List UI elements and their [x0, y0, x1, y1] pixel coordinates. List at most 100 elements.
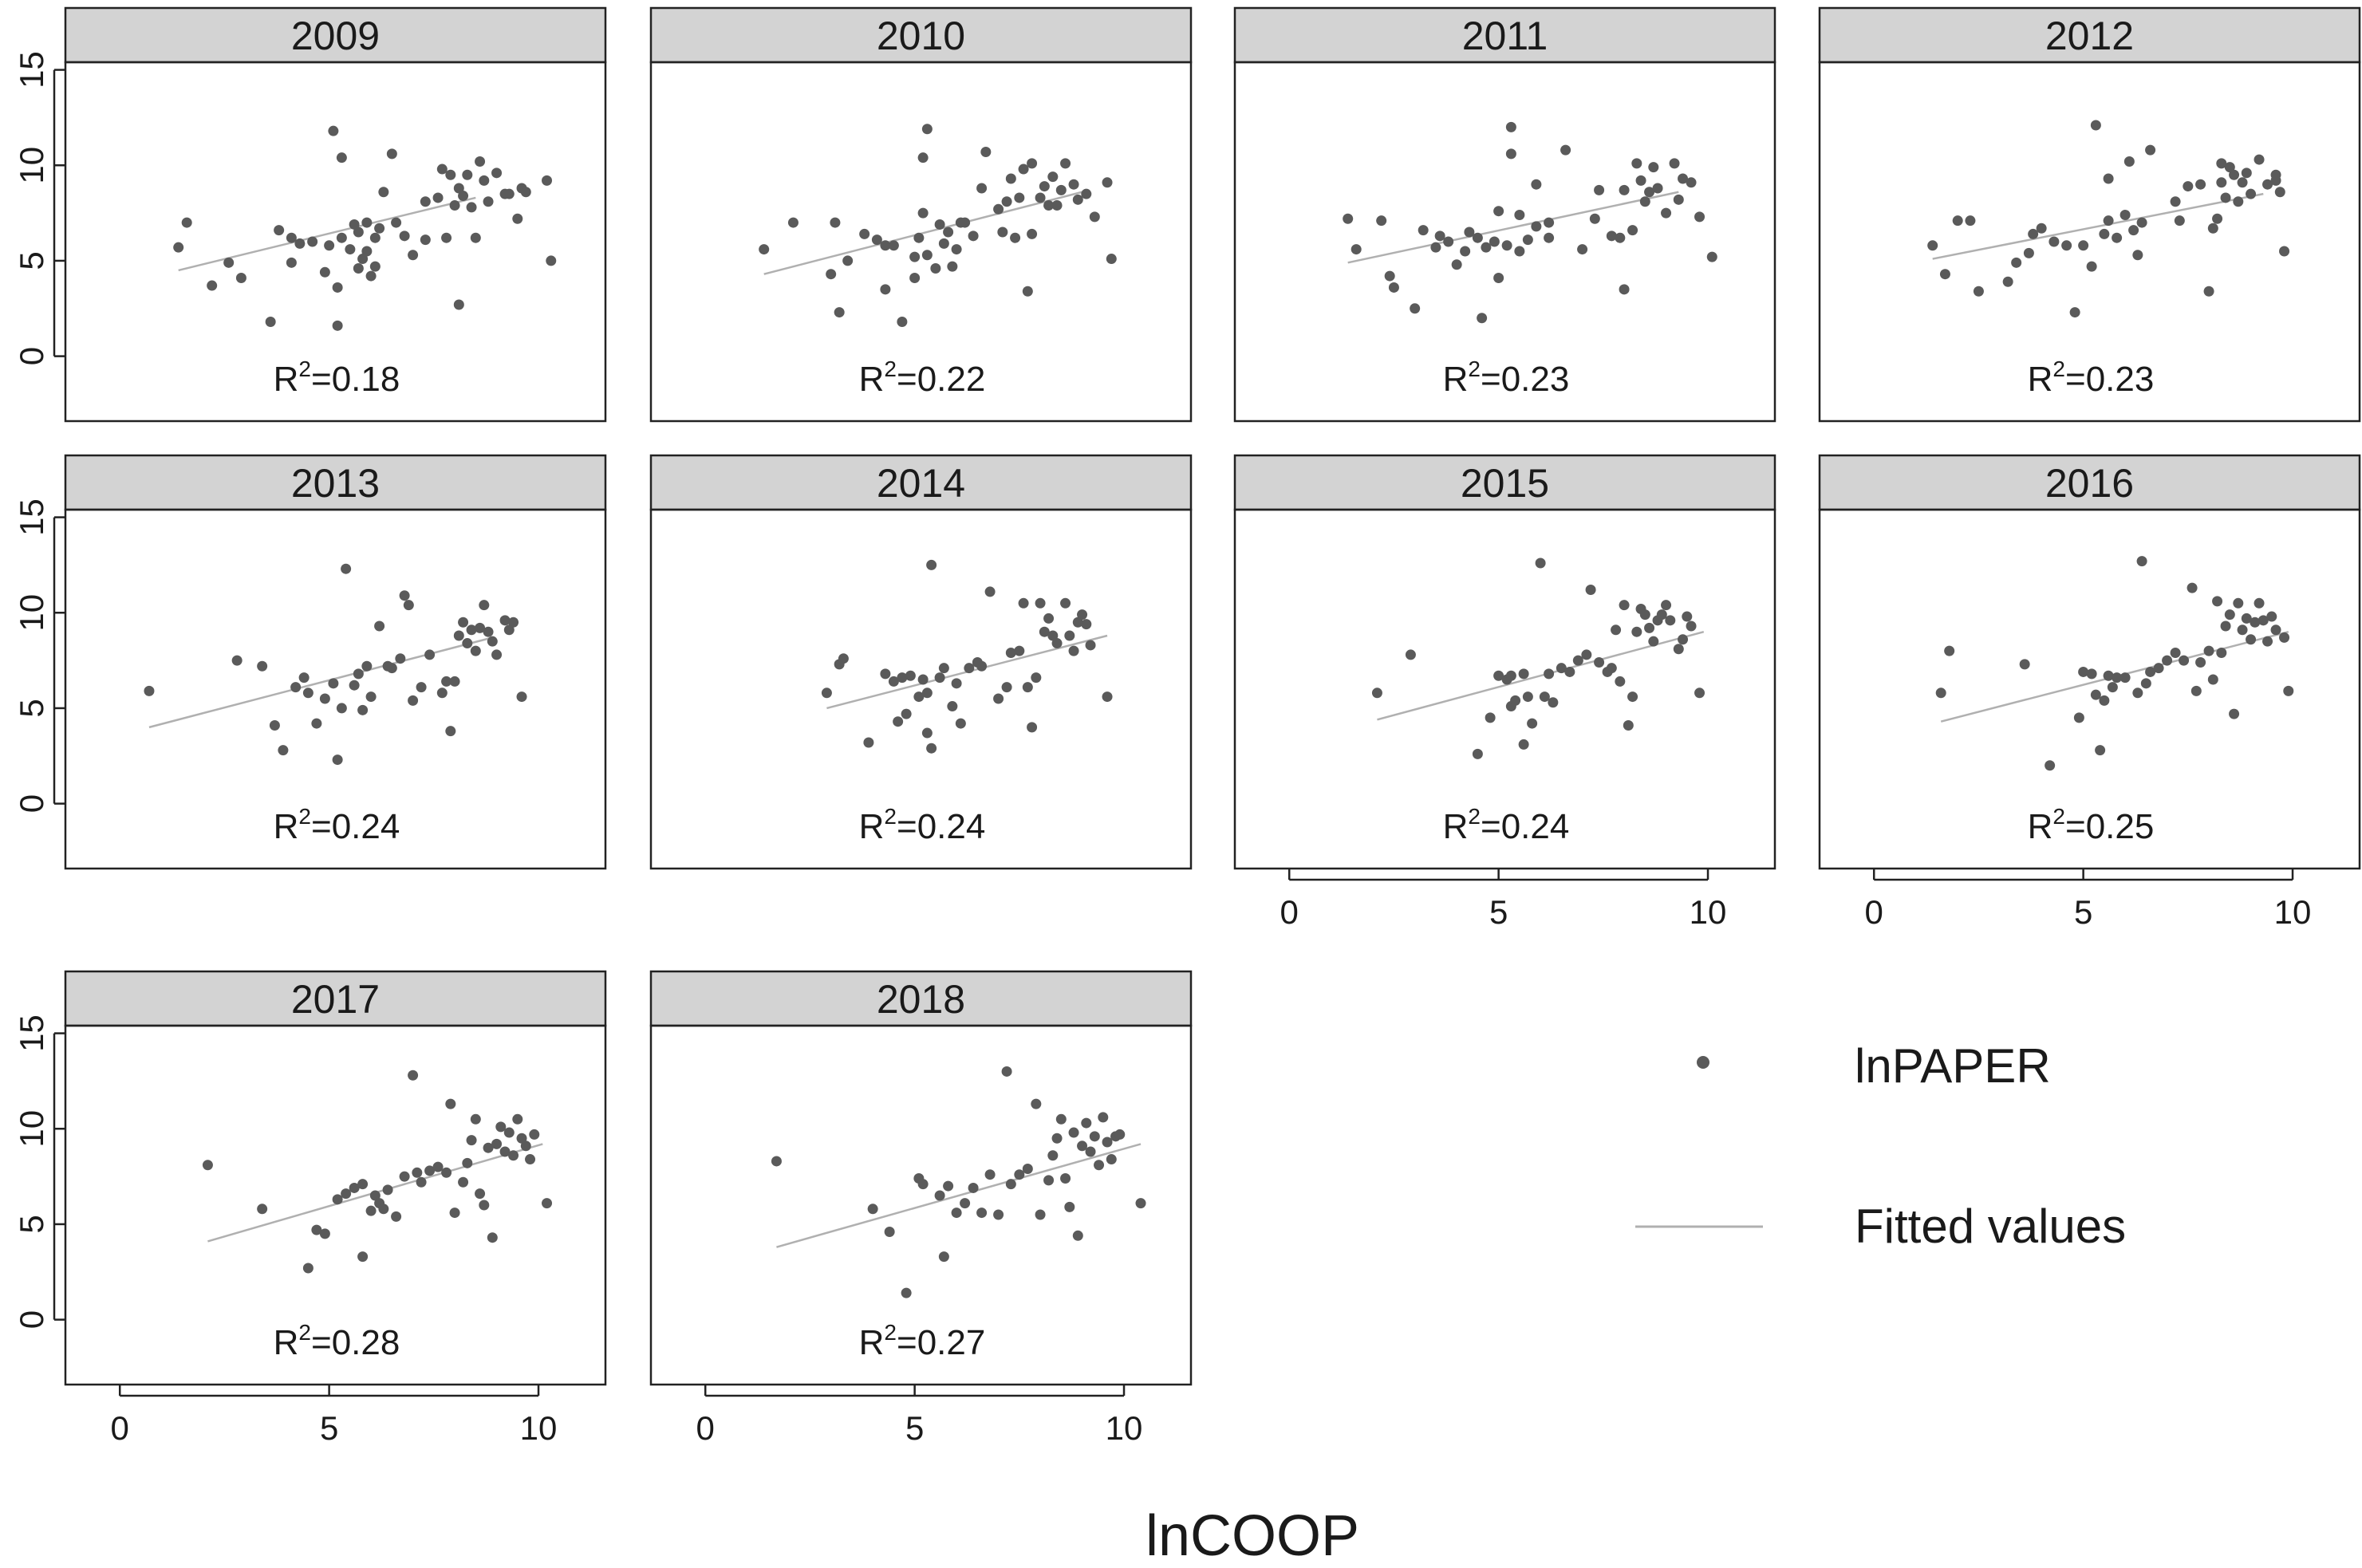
- data-point: [499, 615, 511, 626]
- data-point: [1623, 719, 1634, 731]
- data-point: [1527, 718, 1538, 729]
- data-point: [1577, 244, 1588, 255]
- panel-title: 2012: [2045, 14, 2134, 58]
- panel-frame: [64, 1024, 607, 1386]
- data-point: [1388, 282, 1399, 293]
- data-point: [2086, 261, 2097, 272]
- panel-frame: [649, 61, 1193, 423]
- fit-line: [178, 196, 476, 272]
- panel-frame: [1233, 61, 1776, 423]
- data-point: [462, 638, 473, 649]
- x-tick-label: 5: [1489, 893, 1508, 931]
- data-point: [2179, 655, 2190, 666]
- panel-frame: [649, 1024, 1193, 1386]
- r-squared-label: R2=0.27: [859, 1320, 986, 1362]
- data-point: [787, 217, 799, 228]
- r-squared-superscript: 2: [298, 357, 311, 381]
- data-point: [2237, 177, 2248, 188]
- data-point: [369, 232, 381, 243]
- data-point: [475, 156, 486, 167]
- data-point: [332, 320, 343, 331]
- data-point: [2103, 173, 2114, 184]
- data-point: [491, 649, 503, 660]
- data-point: [867, 1204, 878, 1215]
- r-squared-superscript: 2: [1468, 357, 1481, 381]
- data-point: [1072, 1230, 1083, 1241]
- data-point: [1627, 691, 1638, 703]
- data-point: [1418, 225, 1429, 236]
- data-point: [1018, 597, 1029, 609]
- data-point: [257, 1204, 268, 1215]
- data-point: [1548, 697, 1559, 708]
- data-point: [1682, 611, 1693, 622]
- data-point: [1927, 240, 1938, 251]
- data-point: [324, 240, 335, 251]
- data-point: [1644, 187, 1655, 198]
- data-point: [1510, 695, 1521, 706]
- data-point: [1434, 230, 1445, 242]
- data-point: [1505, 121, 1516, 132]
- data-point: [349, 219, 360, 230]
- data-point: [880, 240, 891, 251]
- data-point: [930, 263, 941, 274]
- data-point: [1635, 175, 1646, 186]
- data-point: [2258, 615, 2269, 626]
- data-point: [1060, 1172, 1071, 1184]
- data-point: [420, 234, 431, 246]
- data-point: [2270, 169, 2281, 180]
- data-point: [1522, 691, 1533, 703]
- data-point: [2086, 668, 2097, 680]
- r-squared-superscript: 2: [2052, 357, 2065, 381]
- data-point: [349, 680, 360, 691]
- data-point: [1077, 1141, 1088, 1152]
- data-point: [349, 1182, 360, 1193]
- y-tick-label: 10: [13, 594, 50, 632]
- x-axis-title: lnCOOP: [1146, 1504, 1359, 1568]
- data-point: [830, 217, 841, 228]
- data-point: [1047, 630, 1059, 641]
- data-point: [357, 704, 369, 715]
- panel-2014: 2014 R2=0.24: [649, 454, 1193, 870]
- data-point: [2212, 213, 2223, 224]
- data-point: [1022, 286, 1033, 297]
- data-point: [432, 192, 444, 203]
- data-point: [491, 1138, 503, 1149]
- data-point: [520, 1141, 531, 1152]
- data-point: [332, 754, 343, 766]
- data-point: [1072, 617, 1083, 628]
- data-point: [2145, 666, 2156, 677]
- fit-line: [1347, 191, 1679, 264]
- data-point: [2279, 632, 2290, 643]
- data-point: [2045, 760, 2056, 771]
- x-tick-label: 10: [1106, 1409, 1143, 1447]
- panel-2010: 2010 R2=0.22: [649, 6, 1193, 423]
- data-point: [901, 708, 912, 719]
- y-tick-label: 10: [13, 147, 50, 184]
- data-point: [1018, 163, 1029, 175]
- data-point: [1081, 188, 1092, 199]
- data-point: [319, 266, 330, 278]
- fit-line: [763, 191, 1082, 275]
- data-point: [1005, 1179, 1016, 1190]
- data-point: [542, 1198, 553, 1209]
- data-point: [1686, 621, 1697, 632]
- data-point: [520, 187, 531, 198]
- data-point: [1089, 211, 1100, 223]
- data-point: [2132, 687, 2143, 699]
- data-point: [943, 1180, 954, 1192]
- data-point: [235, 272, 246, 283]
- data-point: [302, 687, 313, 699]
- data-point: [1639, 609, 1650, 621]
- data-point: [1531, 221, 1542, 232]
- r-squared-superscript: 2: [298, 804, 311, 829]
- data-point: [487, 636, 498, 647]
- data-point: [926, 743, 937, 754]
- data-point: [445, 169, 456, 180]
- data-point: [917, 1179, 929, 1190]
- r-squared-superscript: 2: [884, 804, 897, 829]
- data-point: [2112, 672, 2123, 684]
- data-point: [470, 645, 481, 656]
- data-point: [341, 1188, 352, 1200]
- data-point: [909, 251, 921, 262]
- data-point: [257, 660, 268, 672]
